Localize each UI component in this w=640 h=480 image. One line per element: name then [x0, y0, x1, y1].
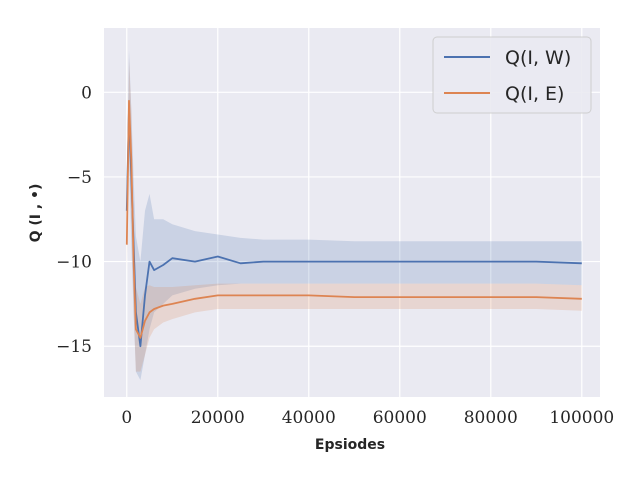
x-tick-label: 80000 [464, 408, 518, 428]
x-tick-label: 0 [121, 408, 132, 428]
y-tick-label: −5 [67, 168, 92, 188]
y-tick-label: −15 [56, 337, 92, 357]
series-lines [125, 99, 582, 348]
x-tick-label: 60000 [373, 408, 427, 428]
legend-label-1: Q(I, W) [505, 47, 571, 69]
legend-label-2: Q(I, E) [505, 83, 564, 105]
y-tick-label: 0 [81, 83, 92, 103]
legend: Q(I, W) Q(I, E) [432, 36, 592, 114]
x-tick-label: 20000 [191, 408, 245, 428]
y-axis-label: Q (I , •) [28, 184, 44, 243]
series-band-2 [126, 58, 582, 372]
y-axis-ticks: 0 −5 −10 −15 [56, 83, 92, 357]
x-axis-ticks: 0 20000 40000 60000 80000 100000 [121, 408, 614, 428]
confidence-bands [126, 50, 582, 381]
x-axis-label: Epsiodes [315, 437, 385, 453]
x-tick-label: 100000 [549, 408, 614, 428]
series-line-2 [125, 99, 582, 339]
x-tick-label: 40000 [282, 408, 336, 428]
y-tick-label: −10 [56, 253, 92, 273]
